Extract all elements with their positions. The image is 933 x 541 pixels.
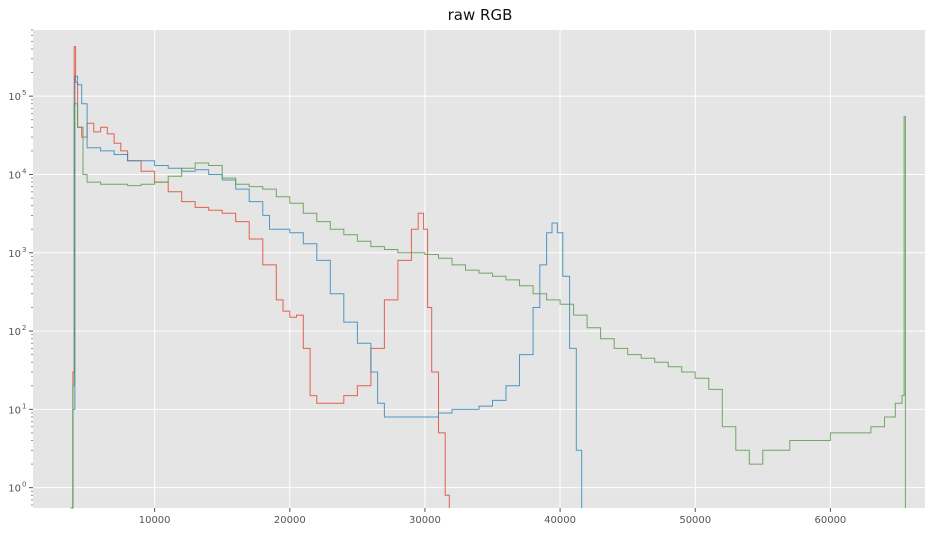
chart-title: raw RGB bbox=[448, 6, 513, 24]
series-layer bbox=[70, 46, 906, 509]
x-tick-label: 30000 bbox=[409, 515, 441, 526]
y-tick-label: 10 bbox=[8, 327, 21, 338]
plot-background bbox=[33, 30, 925, 508]
y-tick-label: 10 bbox=[8, 405, 21, 416]
y-minor-ticks bbox=[31, 29, 33, 506]
y-tick-exponent: 5 bbox=[22, 89, 26, 97]
x-axis: 10000 20000 30000 40000 50000 60000 bbox=[139, 508, 846, 526]
x-tick-label: 20000 bbox=[274, 515, 306, 526]
x-tick-label: 10000 bbox=[139, 515, 171, 526]
y-tick-exponent: 4 bbox=[22, 167, 27, 175]
y-tick-exponent: 0 bbox=[22, 481, 26, 489]
y-tick-label: 10 bbox=[8, 170, 21, 181]
y-tick-exponent: 1 bbox=[22, 402, 26, 410]
x-tick-label: 50000 bbox=[679, 515, 711, 526]
series-line-3 bbox=[70, 103, 906, 509]
x-tick-label: 60000 bbox=[814, 515, 846, 526]
y-tick-label: 10 bbox=[8, 249, 21, 260]
series-line-1 bbox=[70, 75, 583, 509]
y-tick-exponent: 3 bbox=[22, 246, 26, 254]
x-tick-label: 40000 bbox=[544, 515, 576, 526]
y-tick-label: 10 bbox=[8, 484, 21, 495]
y-tick-exponent: 2 bbox=[22, 324, 26, 332]
series-line-0 bbox=[70, 46, 450, 509]
y-tick-label: 10 bbox=[8, 92, 21, 103]
